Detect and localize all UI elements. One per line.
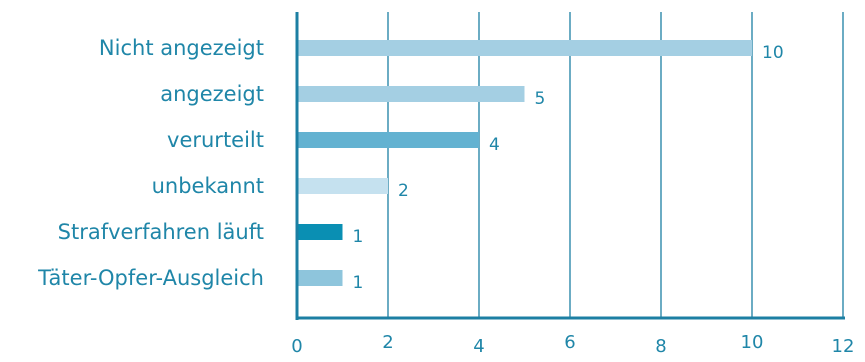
value-label: 5 bbox=[535, 89, 546, 109]
category-labels: Nicht angezeigt angezeigt verurteilt unbeka… bbox=[37, 36, 264, 290]
x-tick-label: 6 bbox=[564, 332, 575, 353]
category-label: Nicht angezeigt bbox=[99, 36, 264, 60]
value-label: 1 bbox=[353, 273, 364, 293]
value-label: 10 bbox=[762, 43, 784, 63]
x-tick-label: 0 bbox=[291, 336, 302, 357]
x-tick-labels: 0 2 4 6 8 10 12 bbox=[291, 332, 854, 357]
bar-3 bbox=[298, 178, 388, 194]
x-tick-label: 12 bbox=[832, 336, 855, 357]
category-label: Strafverfahren läuft bbox=[58, 220, 264, 244]
value-label: 2 bbox=[398, 181, 409, 201]
x-tick-label: 8 bbox=[655, 336, 666, 357]
bars bbox=[298, 40, 752, 286]
bar-4 bbox=[298, 224, 343, 240]
bar-5 bbox=[298, 270, 343, 286]
bar-0 bbox=[298, 40, 752, 56]
category-label: Täter-Opfer-Ausgleich bbox=[37, 266, 264, 290]
bar-2 bbox=[298, 132, 479, 148]
category-label: verurteilt bbox=[167, 128, 264, 152]
value-labels: 10 5 4 2 1 1 bbox=[353, 43, 784, 293]
x-tick-label: 2 bbox=[382, 332, 393, 353]
gridlines bbox=[387, 12, 844, 318]
category-label: angezeigt bbox=[160, 82, 264, 106]
value-label: 1 bbox=[353, 227, 364, 247]
bar-1 bbox=[298, 86, 525, 102]
x-tick-label: 4 bbox=[473, 336, 484, 357]
x-tick-label: 10 bbox=[741, 332, 764, 353]
category-label: unbekannt bbox=[152, 174, 264, 198]
value-label: 4 bbox=[489, 135, 500, 155]
